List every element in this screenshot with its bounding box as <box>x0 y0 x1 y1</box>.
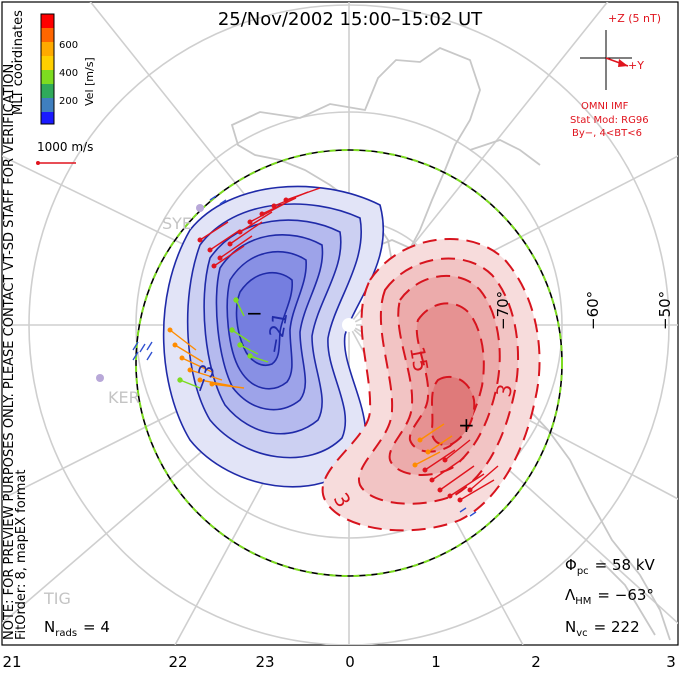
pole-marker <box>342 318 356 332</box>
station-label-ker: KER <box>108 388 140 407</box>
preview-note: NOTE: FOR PREVIEW PURPOSES ONLY. PLEASE … <box>2 60 17 640</box>
station-marker-sye <box>196 204 204 212</box>
min-potential-marker: − <box>246 301 263 325</box>
mlt-axis: 21 22 23 0 1 2 3 <box>2 653 675 671</box>
lat-label-50: −50° <box>656 291 674 330</box>
vectors-green-dusk <box>177 297 269 389</box>
mlt-label-1: 1 <box>431 653 441 671</box>
map-title: 25/Nov/2002 15:00–15:02 UT <box>218 9 483 30</box>
colorbar-tick-600: 600 <box>59 40 78 51</box>
coast-2 <box>599 559 656 636</box>
station-label-tig: TIG <box>43 589 71 608</box>
velocity-colorbar: 600 400 200 Vel [m/s] <box>40 13 96 125</box>
imf-indicator: +Z (5 nT) +Y OMNI IMF Stat Mod: RG96 By−… <box>570 12 661 139</box>
colorbar-tick-200: 200 <box>59 96 78 107</box>
vectors-dusk-upper <box>197 187 321 269</box>
station-markers <box>96 204 204 382</box>
scale-vector-label: 1000 m/s <box>37 140 93 154</box>
vectors-blue <box>132 195 477 517</box>
imf-y-label: +Y <box>628 59 644 72</box>
contour-labels: −21 −3 − 15 3 3 + <box>187 301 517 512</box>
fit-order-note: FitOrder: 8, mapEX format <box>14 469 29 640</box>
num-radars: Nrads = 4 <box>44 618 110 639</box>
imf-model: Stat Mod: RG96 <box>570 115 649 126</box>
colorbar-tick-400: 400 <box>59 68 78 79</box>
station-labels: SYE KER TIG <box>43 214 192 608</box>
imf-conditions: By−, 4<BT<6 <box>572 128 642 139</box>
negative-cell <box>162 185 385 488</box>
colorbar-label: Vel [m/s] <box>83 57 96 106</box>
scale-vector: 1000 m/s <box>36 140 93 165</box>
num-vectors: Nvc = 222 <box>565 618 640 639</box>
vectors-dusk-lower <box>167 327 245 389</box>
velocity-vectors <box>132 187 499 517</box>
mlt-coordinates-label: MLT coordinates <box>11 10 26 115</box>
station-label-sye: SYE <box>162 214 192 233</box>
mlt-label-0: 0 <box>345 653 355 671</box>
lat-label-70: −70° <box>494 291 512 330</box>
mlt-label-23: 23 <box>255 653 274 671</box>
mlt-label-2: 2 <box>531 653 541 671</box>
stats-block: Φpc = 58 kV ΛHM = −63° Nvc = 222 Nrads = 4 <box>44 556 656 639</box>
hm-latitude: ΛHM = −63° <box>565 586 654 607</box>
contour-label-pos-15: 15 <box>405 345 433 374</box>
island-outline <box>469 139 541 166</box>
imf-z-label: +Z (5 nT) <box>608 12 661 25</box>
latitude-labels: −70° −60° −50° <box>494 291 674 330</box>
positive-cell <box>321 238 541 532</box>
mlt-label-3: 3 <box>666 653 676 671</box>
contour-label-pos-3a: 3 <box>491 382 517 399</box>
mlt-label-22: 22 <box>168 653 187 671</box>
lat-label-60: −60° <box>584 291 602 330</box>
imf-source: OMNI IMF <box>581 101 629 112</box>
hm-boundary-green <box>135 149 563 577</box>
vectors-dawn-orange <box>412 423 453 468</box>
mlt-label-21: 21 <box>2 653 21 671</box>
south-america-outline <box>519 399 671 641</box>
pos-contour-5 <box>430 375 476 446</box>
vectors-dawn <box>422 439 499 503</box>
cross-polar-potential: Φpc = 58 kV <box>565 556 656 577</box>
station-marker-ker <box>96 374 104 382</box>
max-potential-marker: + <box>458 413 475 437</box>
antarctica-outline <box>230 46 481 264</box>
